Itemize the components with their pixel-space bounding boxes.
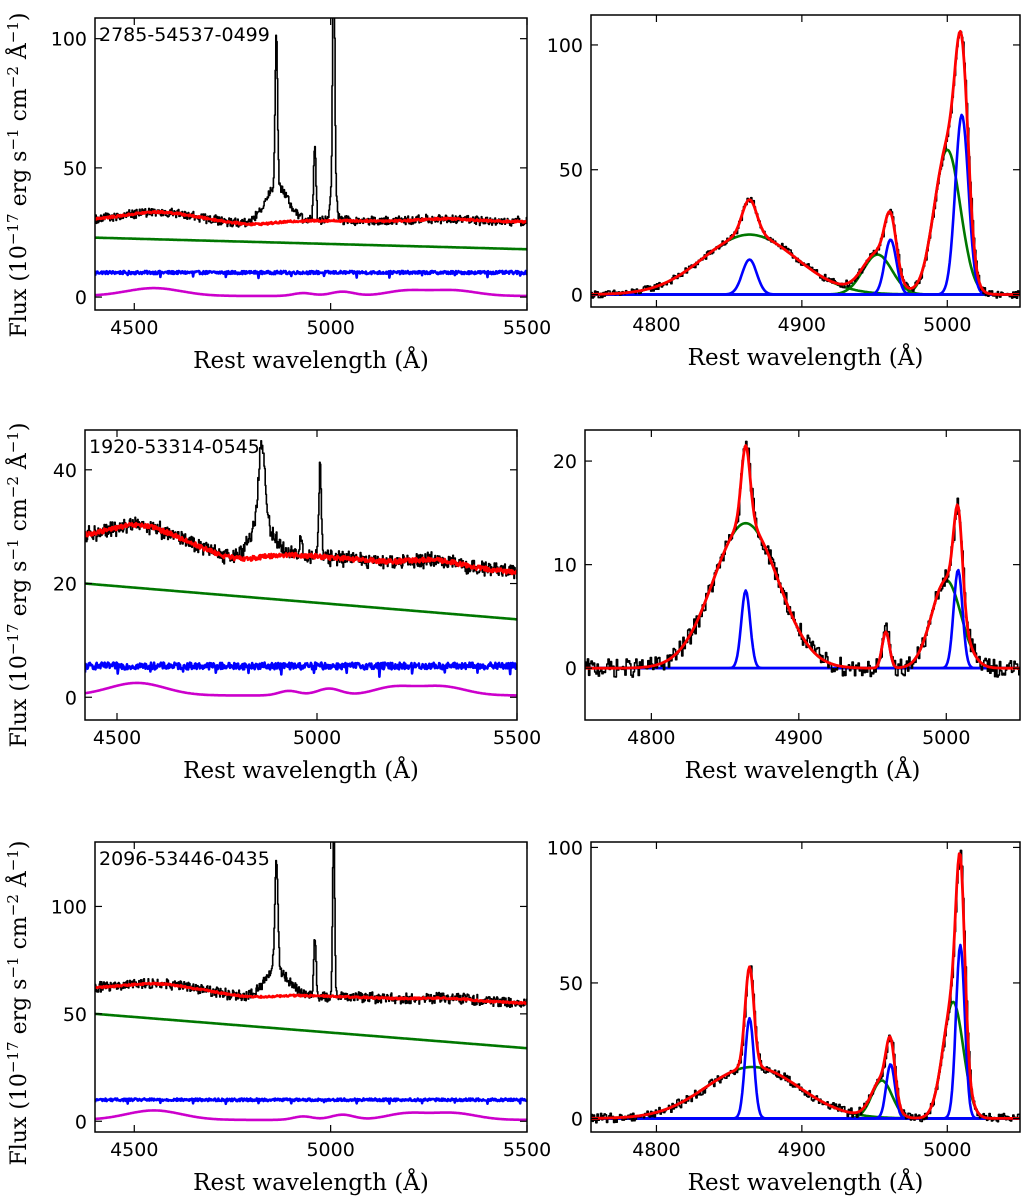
axes-frame [584, 429, 1021, 721]
host-galaxy-line [85, 681, 517, 697]
x-tick-label: 4900 [775, 727, 823, 749]
y-tick-label: 0 [565, 658, 577, 680]
x-tick-label: 5000 [923, 314, 971, 336]
spectrum-id-label: 2785-54537-0499 [99, 24, 270, 46]
x-axis-label: Rest wavelength (Å) [193, 1168, 429, 1196]
y-tick-label: 0 [571, 1108, 583, 1130]
y-tick-label: 20 [53, 574, 77, 596]
y-tick-label: 100 [547, 837, 583, 859]
x-tick-label: 4900 [778, 1139, 826, 1161]
x-tick-label: 5000 [922, 727, 970, 749]
feii-line [95, 1097, 527, 1106]
axes-frame [590, 14, 1021, 308]
x-tick-label: 4500 [110, 1139, 158, 1161]
host-galaxy-line [95, 1109, 527, 1122]
x-tick-label: 5500 [503, 317, 551, 339]
observed-spectrum-line [95, 842, 527, 1008]
x-tick-label: 5500 [503, 1139, 551, 1161]
x-tick-label: 4800 [627, 727, 675, 749]
y-tick-label: 40 [53, 460, 77, 482]
narrow-component-3 [585, 568, 1020, 670]
x-tick-label: 5000 [293, 727, 341, 749]
axes-frame [590, 841, 1021, 1133]
spectrum-id-label: 2096-53446-0435 [99, 848, 270, 870]
power-law-line [95, 236, 527, 251]
total-fit-line [591, 852, 1020, 1120]
panel-r2-left: 4500 5000 5500 0 20 40 Rest wavelength (Å) 1920… [53, 429, 541, 784]
panel-r3-left: 4500 5000 5500 0 50 100 Rest wavelength (Å) 209… [51, 841, 551, 1196]
x-tick-label: 5500 [493, 727, 541, 749]
x-axis-label: Rest wavelength (Å) [688, 343, 924, 371]
y-axis-label-row3: Flux (10−17 erg s−1 cm−2 Å−1) [4, 840, 32, 1165]
x-tick-label: 5000 [306, 317, 354, 339]
y-tick-label: 100 [51, 29, 87, 51]
y-axis-label-row1: Flux (10−17 erg s−1 cm−2 Å−1) [4, 12, 32, 337]
narrow-component-3 [591, 113, 1020, 296]
y-tick-label: 0 [75, 287, 87, 309]
y-tick-label: 0 [65, 687, 77, 709]
x-tick-label: 4800 [632, 1139, 680, 1161]
spectrum-id-label: 1920-53314-0545 [89, 436, 260, 458]
observed-spectrum-line [585, 440, 1020, 678]
x-tick-label: 5000 [306, 1139, 354, 1161]
total-fit-line [591, 30, 1020, 296]
y-tick-label: 0 [571, 285, 583, 307]
axes-frame [84, 429, 518, 721]
x-axis-label: Rest wavelength (Å) [193, 346, 429, 374]
total-fit-line [585, 444, 1020, 670]
host-galaxy-line [95, 286, 527, 298]
x-tick-label: 5000 [923, 1139, 971, 1161]
y-tick-label: 50 [63, 158, 87, 180]
feii-line [95, 269, 527, 280]
axes-frame [94, 17, 528, 311]
narrow-component-3 [591, 943, 1020, 1120]
y-tick-label: 50 [559, 160, 583, 182]
feii-line [85, 661, 517, 678]
panel-r3-right: 4800 4900 5000 0 50 100 Rest wavelength (Å) [547, 837, 1021, 1196]
power-law-line [85, 582, 517, 621]
observed-spectrum-line [85, 440, 517, 580]
power-law-line [95, 1012, 527, 1050]
continuum-fit-line [95, 981, 527, 1005]
axes-frame [94, 841, 528, 1133]
x-axis-label: Rest wavelength (Å) [688, 1168, 924, 1196]
continuum-fit-line [85, 521, 517, 576]
y-axis-label-row2: Flux (10−17 erg s−1 cm−2 Å−1) [4, 422, 32, 747]
y-tick-label: 0 [75, 1111, 87, 1133]
y-tick-label: 10 [553, 555, 577, 577]
y-tick-label: 50 [559, 973, 583, 995]
x-tick-label: 4800 [632, 314, 680, 336]
y-tick-label: 100 [51, 896, 87, 918]
y-tick-label: 50 [63, 1004, 87, 1026]
x-axis-label: Rest wavelength (Å) [183, 756, 419, 784]
x-axis-label: Rest wavelength (Å) [685, 756, 921, 784]
x-tick-label: 4500 [93, 727, 141, 749]
x-tick-label: 4500 [110, 317, 158, 339]
continuum-fit-line [95, 209, 527, 227]
x-tick-label: 4900 [778, 314, 826, 336]
panel-r1-left: 4500 5000 5500 0 50 100 Rest wavelength (Å) 278… [51, 17, 551, 374]
panel-r2-right: 4800 4900 5000 0 10 20 Rest wavelength (Å) [553, 429, 1021, 784]
y-tick-label: 100 [547, 35, 583, 57]
y-tick-label: 20 [553, 451, 577, 473]
panel-r1-right: 4800 4900 5000 0 50 100 Rest wavelength (Å) [547, 14, 1021, 371]
